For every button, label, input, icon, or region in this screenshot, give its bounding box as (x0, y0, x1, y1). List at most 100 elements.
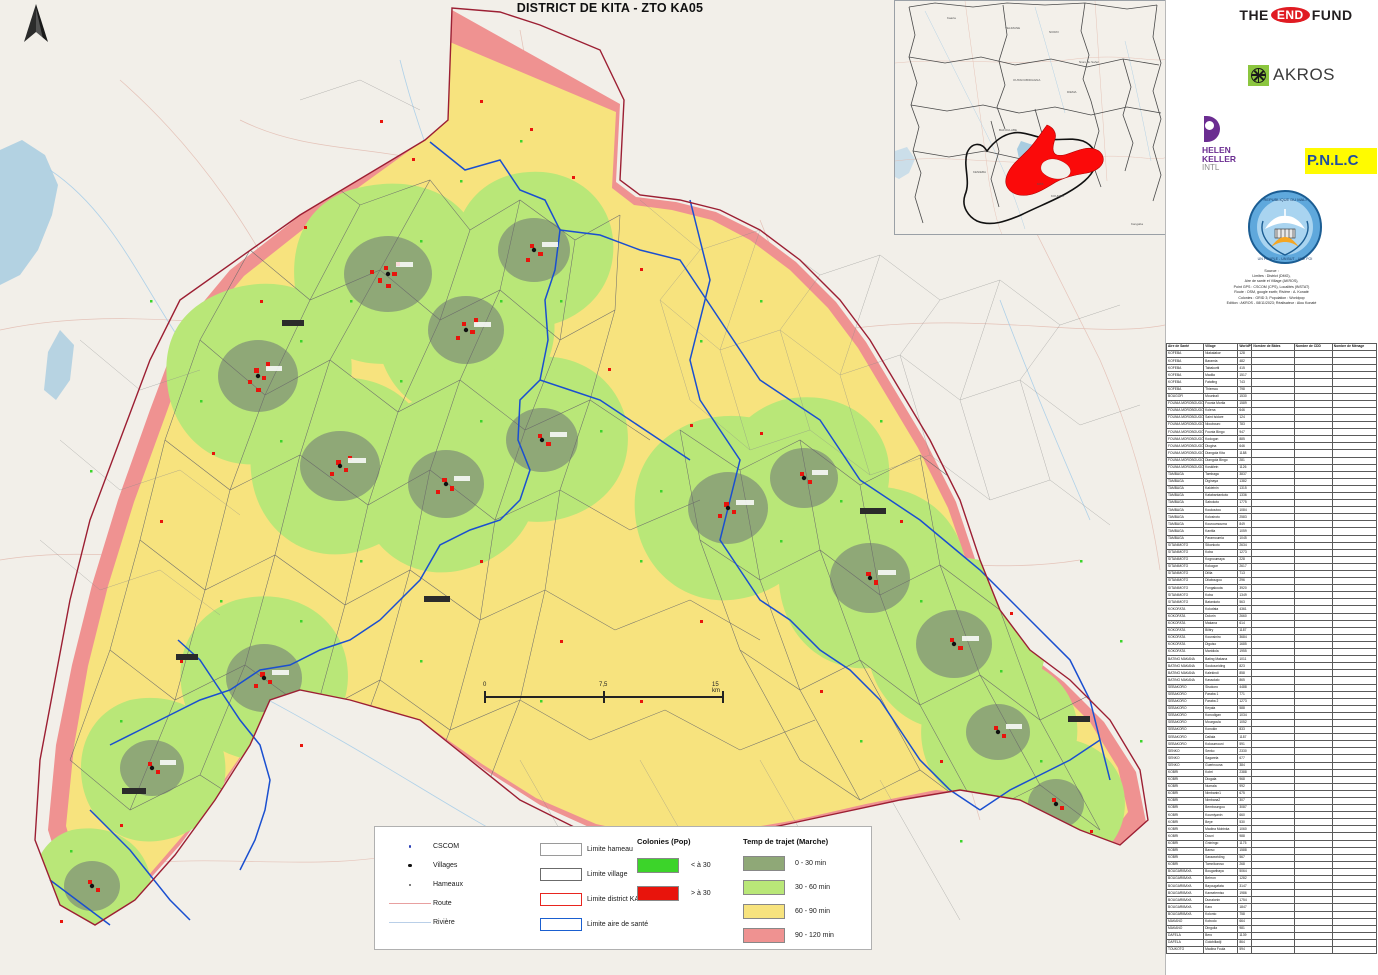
table-row[interactable]: KOKOFATA Maridiola 1955 (1166, 648, 1377, 657)
table-row[interactable]: FOUNIA MOROBOUGOU Koskilein 1126 (1166, 463, 1377, 472)
table-row[interactable]: SITANIMOTO Dilila 713 (1166, 569, 1377, 579)
table-row[interactable]: SITANIMOTO Koba 1273 (1166, 548, 1377, 557)
table-row[interactable]: TAMBAGA Katabantankoto 1336 (1166, 491, 1377, 501)
table-row[interactable]: FOUNIA MOROBOUGOU Kodogon 885 (1166, 435, 1377, 444)
table-row[interactable]: BATING MAKANA Kalekindi 858 (1166, 669, 1377, 678)
table-row[interactable]: SITANIMOTO Batankoto 563 (1166, 598, 1377, 607)
table-row[interactable]: SENKO Senko 2330 (1166, 747, 1377, 756)
inset-locator-map[interactable]: YELIMANE NIORO OUSSOUBIDIAGNA DIEMA BAFO… (894, 0, 1166, 235)
table-row[interactable]: KOKOFATA Bilitry 1187 (1166, 626, 1377, 635)
table-row[interactable]: SEBAKORO Faraba 1 771 (1166, 690, 1377, 699)
cell-x3 (1331, 804, 1377, 813)
table-row[interactable]: FOUNIA MOROBOUGOU Nioubouro 783 (1166, 421, 1377, 430)
table-row[interactable]: SEBAKORO Sisokoro 4488 (1166, 683, 1377, 692)
table-row[interactable]: KOFEBA Thiemou 798 (1166, 385, 1377, 394)
table-row[interactable]: KOFEBA Tabakoriti 415 (1166, 364, 1377, 373)
cell-vil: Dilila (1203, 569, 1239, 579)
table-row[interactable]: KOBRI Koumiyanin 660 (1166, 811, 1377, 820)
table-row[interactable]: SEBAKORO Mourgoula 1052 (1166, 718, 1377, 728)
table-row[interactable]: SITANIMOTO Kognoumaya 228 (1166, 555, 1377, 564)
cell-x1 (1251, 357, 1295, 366)
table-row[interactable]: FOUNIA MOROBOUGOU Diangola Kita 1188 (1166, 449, 1377, 458)
table-row[interactable]: KOBRI Tomnikoroso 268 (1166, 860, 1377, 869)
cell-aire: KOFEBA (1166, 357, 1205, 366)
table-row[interactable]: KOFEBA Madila 1517 (1166, 371, 1377, 380)
table-row[interactable]: BOUGARIBAYA Karo 1847 (1166, 903, 1377, 912)
cell-aire: SITANIMOTO (1166, 541, 1205, 550)
table-row[interactable]: KOFEBA Niakalakor 128 (1166, 350, 1377, 359)
table-row[interactable]: BOUGARIBAYA Dunaionin 1754 (1166, 896, 1377, 905)
table-row[interactable]: MAKANO Kobodo 664 (1166, 917, 1377, 926)
table-row[interactable]: KOKOFATA Kokofata 4361 (1166, 605, 1377, 614)
table-row[interactable]: KOBRI Banso 1588 (1166, 846, 1377, 855)
table-row[interactable]: TAMBAGA Kolosiroto 2583 (1166, 513, 1377, 522)
table-row[interactable]: KOBRI Madina Mobinka 1060 (1166, 825, 1377, 834)
table-row[interactable]: KOKOFATA Dolorin 2660 (1166, 612, 1377, 621)
table-row[interactable]: BOUGARIBAYA Kolonto 758 (1166, 910, 1377, 919)
village-data-table[interactable]: Aire de Santé Village WorldPop Nombre de… (1166, 343, 1377, 973)
table-row[interactable]: BOUGARIBAYA Behron 1282 (1166, 875, 1377, 884)
table-row[interactable]: SITANIMOTO Koba 1349 (1166, 591, 1377, 600)
table-row[interactable]: SITANIMOTO Fongakouta 3920 (1166, 584, 1377, 593)
table-row[interactable]: SEBAKORO Kokoumouni 591 (1166, 740, 1377, 749)
table-row[interactable]: BOUGARIBAYA Bayougafata 3147 (1166, 882, 1377, 891)
cell-aire: KOFEBA (1166, 364, 1205, 373)
table-row[interactable]: KOBRI Bemboungou 3087 (1166, 804, 1377, 813)
table-row[interactable]: SENKO Guerinouna 384 (1166, 761, 1377, 770)
table-row[interactable]: BATING MAKANA Kassolalo 865 (1166, 676, 1377, 685)
table-row[interactable]: SITANIMOTO Kokogon 2617 (1166, 562, 1377, 572)
table-row[interactable]: FOUNIA MOROBOUGOU Kolena 646 (1166, 406, 1377, 415)
table-row[interactable]: SEBAKORO Faraba 2 1273 (1166, 697, 1377, 706)
table-row[interactable]: TAMBAGA Kantila 1059 (1166, 527, 1377, 536)
cell-x3 (1331, 931, 1377, 940)
table-row[interactable]: KOBRI Douni 988 (1166, 832, 1377, 841)
cell-wp: 988 (1237, 832, 1253, 841)
table-row[interactable]: TAMBAGA Paramoumia 1045 (1166, 534, 1377, 543)
cell-wp: 3920 (1237, 584, 1253, 593)
table-row[interactable]: DAFELA Golobilladji 864 (1166, 938, 1377, 947)
table-row[interactable]: TAMBAGA Tambaga 3837 (1166, 470, 1377, 479)
table-row[interactable]: SEBAKORO Keyala 588 (1166, 704, 1377, 713)
table-row[interactable]: KOBRI Saraworiding 567 (1166, 853, 1377, 862)
table-row[interactable]: SITANIMOTO Sikonkoto 2634 (1166, 541, 1377, 550)
table-row[interactable]: SEBAKORO Konokin 833 (1166, 726, 1377, 735)
table-row[interactable]: KOBRI Beye 530 (1166, 818, 1377, 827)
table-row[interactable]: KOBRI Nimbanin1 675 (1166, 789, 1377, 799)
table-row[interactable]: FOUNIA MOROBOUGOU Founia Morila 1589 (1166, 399, 1377, 408)
table-row[interactable]: SITANIMOTO Dilabougou 296 (1166, 577, 1377, 586)
table-row[interactable]: SEBAKORO Dallala 1187 (1166, 733, 1377, 742)
table-row[interactable]: TOUKOTO Madina Foula 594 (1166, 945, 1377, 955)
table-row[interactable]: TAMBAGA Koukoutou 1084 (1166, 506, 1377, 515)
table-row[interactable]: SEBAKORO Konodigan 1034 (1166, 711, 1377, 720)
table-row[interactable]: BATING MAKANA Bating Makana 1011 (1166, 655, 1377, 664)
table-row[interactable]: TAMBAGA Diginaya 1382 (1166, 477, 1377, 486)
table-row[interactable]: KOKOFATA Makana 614 (1166, 619, 1377, 628)
table-row[interactable]: KOBRI Kobri 2388 (1166, 768, 1377, 777)
table-row[interactable]: KOFEBA Fatafing 743 (1166, 378, 1377, 387)
table-row[interactable]: BATING MAKANA Soukouniding 823 (1166, 662, 1377, 671)
table-row[interactable]: BOUGOFI Mounbali 1530 (1166, 392, 1377, 401)
table-row[interactable]: FOUNIA MOROBOUGOU Diangola Bingo 281 (1166, 456, 1377, 465)
table-row[interactable]: DAFELA Bero 1139 (1166, 931, 1377, 940)
table-row[interactable]: KOBRI Gniningo 1175 (1166, 839, 1377, 848)
table-row[interactable]: KOBRI Nimbana2 307 (1166, 796, 1377, 806)
cell-vil: Sisokoro (1203, 683, 1239, 692)
table-row[interactable]: KOKOFATA Diguiso 1685 (1166, 640, 1377, 650)
table-row[interactable]: BOUGARIBAYA Kanselemiso 1986 (1166, 889, 1377, 898)
table-row[interactable]: FOUNIA MOROBOUGOU Founia Bingo 947 (1166, 428, 1377, 437)
table-row[interactable]: FOUNIA MOROBOUGOU Saint Isidore 124 (1166, 413, 1377, 423)
table-row[interactable]: FOUNIA MOROBOUGOU Diogina 646 (1166, 442, 1377, 451)
table-row[interactable]: TAMBAGA Kouroumouma 849 (1166, 520, 1377, 529)
table-row[interactable]: KOFEBA Baramia 482 (1166, 357, 1377, 366)
table-row[interactable]: KOBRI Numala 992 (1166, 782, 1377, 791)
table-row[interactable]: MAKANO Dinguila 981 (1166, 924, 1377, 933)
table-row[interactable]: BOUGARIBAYA Bougaribaya 5064 (1166, 867, 1377, 877)
cell-x3 (1331, 917, 1377, 926)
cell-x2 (1293, 662, 1333, 671)
cell-vil: Tambaga (1203, 470, 1239, 479)
table-row[interactable]: KOKOFATA Kounsiniro 3684 (1166, 633, 1377, 642)
table-row[interactable]: SENKO Sagarela 677 (1166, 754, 1377, 763)
table-row[interactable]: TAMBAGA Sabokoto 1775 (1166, 499, 1377, 508)
table-row[interactable]: TAMBAGA Kakieinin 1315 (1166, 484, 1377, 493)
table-row[interactable]: KOBRI Diogala 968 (1166, 775, 1377, 784)
